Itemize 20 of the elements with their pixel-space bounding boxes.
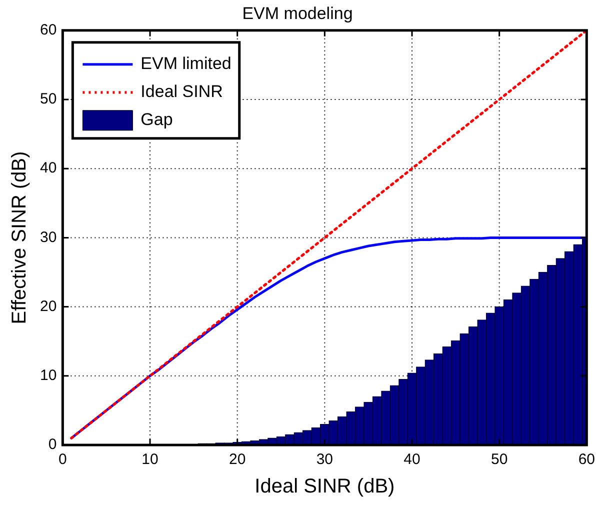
legend-label: Ideal SINR <box>140 82 223 102</box>
x-tick-label: 60 <box>578 451 595 468</box>
y-tick-label: 0 <box>48 436 57 454</box>
x-tick-label: 40 <box>404 451 420 468</box>
y-tick-label: 10 <box>40 367 57 384</box>
chart-title: EVM modeling <box>242 4 353 23</box>
y-tick-label: 60 <box>40 22 57 39</box>
x-tick-label: 30 <box>316 451 334 468</box>
y-tick-label: 40 <box>40 160 57 177</box>
legend-label: EVM limited <box>140 54 232 74</box>
y-axis-title: Effective SINR (dB) <box>8 151 31 324</box>
x-tick-label: 20 <box>229 451 246 468</box>
x-tick-label: 10 <box>142 451 158 468</box>
legend-label: Gap <box>140 110 173 130</box>
y-tick-label: 30 <box>40 228 57 246</box>
y-tick-label: 20 <box>40 298 57 315</box>
line-series <box>70 30 587 440</box>
y-tick-label: 50 <box>40 90 57 108</box>
x-tick-label: 50 <box>490 451 508 468</box>
x-axis-title: Ideal SINR (dB) <box>254 476 395 498</box>
